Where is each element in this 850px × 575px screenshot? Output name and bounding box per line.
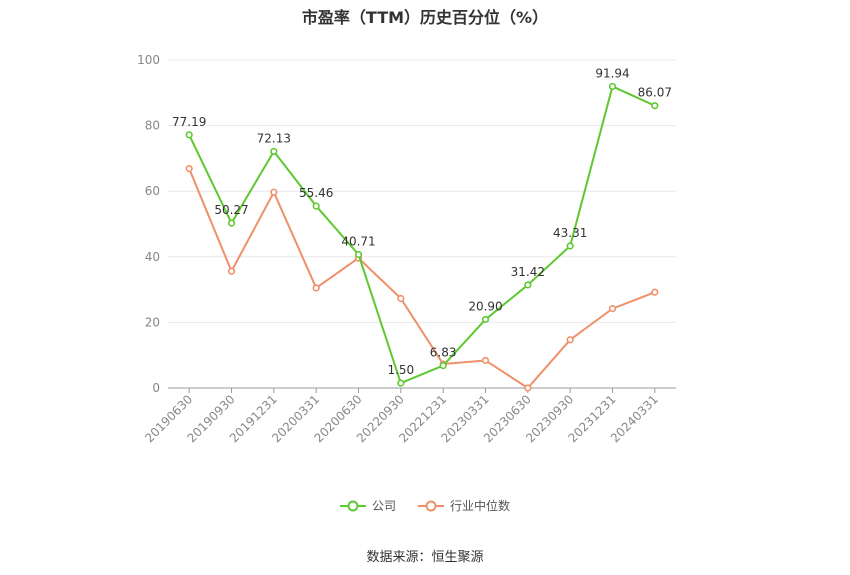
y-tick-label: 20 — [145, 315, 160, 329]
data-point-company — [524, 281, 532, 289]
data-point-company — [481, 315, 490, 324]
y-tick-label: 100 — [137, 53, 160, 67]
legend-item-industry[interactable]: 行业中位数 — [418, 497, 510, 514]
data-point-industry — [566, 336, 574, 344]
legend-swatch-company — [339, 500, 366, 511]
data-point-company — [566, 242, 574, 250]
data-label: 86.07 — [638, 86, 672, 100]
data-point-industry — [227, 267, 236, 275]
data-point-company — [227, 219, 236, 227]
data-point-company — [397, 379, 405, 387]
data-point-company — [185, 131, 193, 139]
data-point-industry — [651, 288, 659, 296]
legend: 公司 行业中位数 — [0, 497, 850, 514]
y-tick-label: 0 — [152, 381, 160, 395]
data-point-company — [608, 82, 617, 91]
data-label: 50.27 — [214, 203, 248, 217]
data-point-industry — [608, 305, 617, 313]
data-point-industry — [481, 356, 490, 365]
data-label: 6.83 — [430, 346, 457, 360]
data-point-industry — [270, 188, 278, 196]
y-tick-label: 60 — [145, 184, 160, 198]
data-label: 91.94 — [595, 66, 629, 80]
y-tick-label: 80 — [145, 119, 160, 133]
legend-swatch-industry — [418, 500, 444, 511]
data-label: 72.13 — [257, 131, 291, 145]
legend-label-industry: 行业中位数 — [450, 499, 511, 513]
data-point-company — [651, 102, 659, 110]
series-line-industry — [188, 168, 656, 389]
data-source: 数据来源：恒生聚源 — [366, 550, 484, 565]
data-point-company — [312, 202, 320, 210]
chart-title: 市盈率（TTM）历史百分位（%） — [301, 8, 549, 27]
data-point-company — [270, 147, 278, 156]
series-line-company — [188, 85, 656, 385]
legend-item-company[interactable]: 公司 — [339, 497, 396, 514]
y-tick-label: 40 — [145, 250, 160, 264]
data-point-industry — [185, 164, 193, 173]
data-point-company — [439, 361, 447, 370]
data-point-industry — [397, 294, 405, 303]
data-point-industry — [524, 384, 532, 392]
legend-label-company: 公司 — [371, 499, 396, 513]
data-point-company — [354, 250, 363, 259]
data-label: 43.31 — [553, 226, 587, 240]
data-label: 31.42 — [511, 265, 545, 279]
data-label: 55.46 — [299, 186, 333, 200]
data-label: 77.19 — [172, 115, 206, 129]
data-label: 40.71 — [341, 234, 375, 248]
data-point-industry — [312, 284, 320, 292]
data-label: 1.50 — [387, 363, 414, 377]
data-label: 20.90 — [468, 299, 502, 313]
